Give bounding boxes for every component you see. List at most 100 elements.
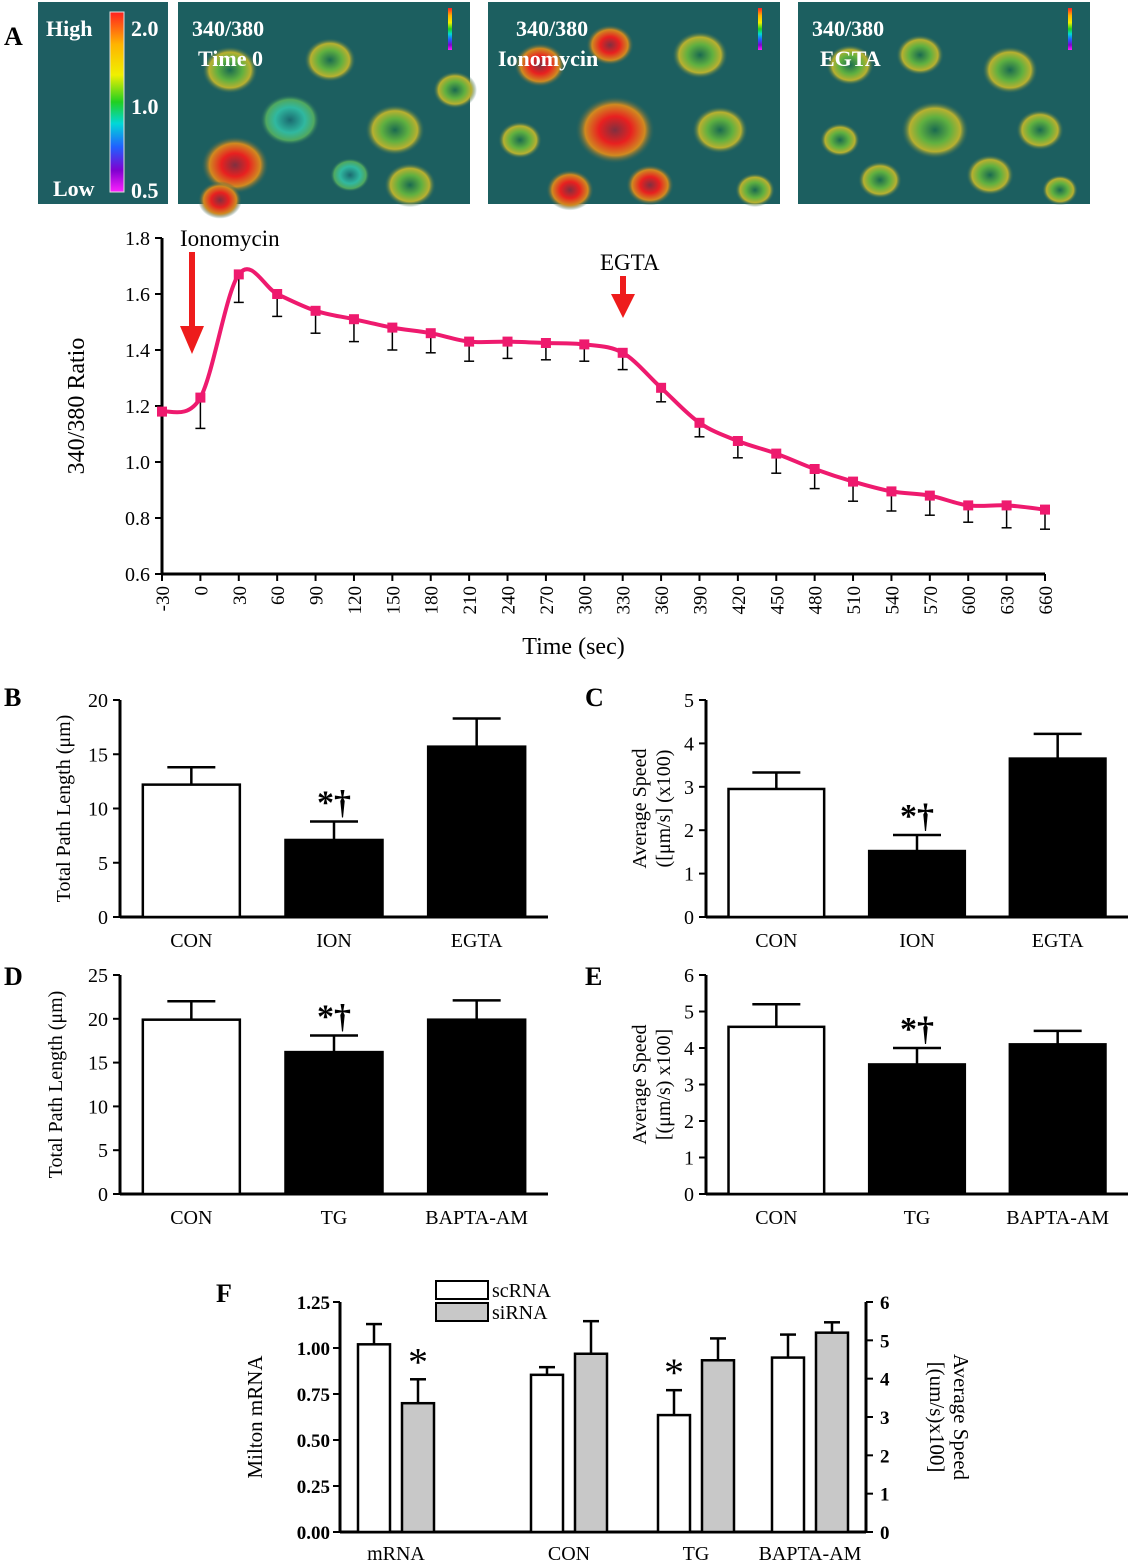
chart-a-data-point <box>502 336 513 347</box>
panel-label-e: E <box>585 962 602 991</box>
colorbar-tick-low: 0.5 <box>131 178 159 203</box>
chart-f-category-label: mRNA <box>367 1543 425 1564</box>
panel-label-d: D <box>4 962 23 991</box>
chart-d-category-label: TG <box>321 1207 348 1229</box>
chart-b-significance-mark: *† <box>317 785 351 822</box>
chart-e-y-label: Average Speed <box>629 1024 651 1144</box>
chart-a-data-point <box>656 382 667 393</box>
chart-a-y-tick-label: 1.8 <box>125 228 150 250</box>
chart-f-right-tick-label: 4 <box>880 1370 890 1391</box>
chart-a-x-tick-label: 570 <box>921 586 942 615</box>
chart-f-bar-scrna <box>656 1413 692 1534</box>
chart-a-data-point <box>1001 500 1012 511</box>
chart-b-path-length: 0 5 10 15 20 CON ION *† EGTA Total Path Length (μ… <box>53 690 548 952</box>
chart-a-data-point <box>310 305 321 316</box>
chart-c-category-label: ION <box>899 930 935 952</box>
chart-f-milton-knockdown: 0.00 0.25 0.50 0.75 1.00 1.25 0 1 2 3 4 5 6 mRNA * CON T… <box>243 1280 973 1564</box>
cell-blob <box>575 96 655 164</box>
chart-a-x-tick-label: 540 <box>882 586 903 615</box>
micrograph-time0 <box>178 2 477 219</box>
chart-a-data-point <box>540 338 551 348</box>
chart-a-x-tick-label: -30 <box>153 586 174 611</box>
chart-b-y-tick-label: 20 <box>88 690 108 712</box>
panel-label-a: A <box>4 22 23 51</box>
chart-b-category-label: EGTA <box>451 930 503 952</box>
colorbar-gradient <box>109 11 125 193</box>
cell-blob <box>901 101 969 159</box>
chart-a-data-point <box>1040 504 1050 515</box>
cell-blob <box>820 123 860 157</box>
chart-e-category-label: CON <box>755 1207 797 1229</box>
cell-blob <box>626 164 674 206</box>
chart-f-bar-sirna <box>700 1359 736 1534</box>
chart-c-bar <box>727 787 826 919</box>
chart-a-x-tick-label: 210 <box>460 586 481 615</box>
cell-blob <box>198 181 242 219</box>
chart-f-category-label: TG <box>683 1543 710 1564</box>
chart-b-category-label: ION <box>316 930 352 952</box>
chart-f-left-tick-label: 1.25 <box>297 1293 330 1314</box>
cell-blob <box>202 46 258 94</box>
chart-e-category-label: TG <box>904 1207 931 1229</box>
chart-a-data-point <box>694 417 705 428</box>
chart-d-y-tick-label: 10 <box>88 1096 108 1118</box>
chart-a-x-tick-label: 60 <box>268 586 289 605</box>
chart-a-data-point <box>809 464 820 474</box>
chart-f-left-tick-label: 0.75 <box>297 1385 330 1406</box>
chart-e-y-label-units: [(μm/s) x100] <box>653 1029 675 1140</box>
chart-c-y-tick-label: 1 <box>684 864 694 886</box>
chart-f-right-tick-label: 1 <box>880 1485 890 1506</box>
chart-b-y-tick-label: 5 <box>98 853 108 875</box>
cell-blob <box>966 154 1014 196</box>
chart-a-y-tick-label: 1.6 <box>125 284 150 306</box>
chart-f-bar-scrna <box>529 1373 565 1534</box>
chart-a-x-tick-label: 510 <box>844 586 865 615</box>
chart-d-y-tick-label: 0 <box>98 1184 108 1206</box>
chart-d-bar <box>141 1018 242 1196</box>
chart-a-annotation-ionomycin: Ionomycin <box>180 226 280 251</box>
chart-c-significance-mark: *† <box>900 798 934 835</box>
chart-e-average-speed: 0 1 2 3 4 5 6 CON TG *† BAPTA-AM Average Speed [(μm/… <box>629 965 1128 1229</box>
chart-a-data-point <box>272 289 283 299</box>
image1-line2: Time 0 <box>198 46 263 71</box>
chart-f-right-tick-label: 6 <box>880 1293 890 1314</box>
chart-a-x-tick-label: 630 <box>998 586 1019 615</box>
chart-d-y-tick-label: 15 <box>88 1053 108 1075</box>
chart-a-data-point <box>963 500 974 511</box>
chart-a-data-point <box>848 476 859 487</box>
chart-e-y-tick-label: 4 <box>684 1038 694 1060</box>
chart-d-path-length: 0 5 10 15 20 25 CON TG *† BAPTA-AM Total Path Leng… <box>45 965 548 1229</box>
chart-a-data-point <box>924 490 935 501</box>
chart-a-x-label: Time (sec) <box>522 634 624 660</box>
chart-d-bar <box>426 1018 527 1196</box>
colorbar-high-label: High <box>46 16 92 41</box>
chart-a-x-tick-label: 330 <box>614 586 635 615</box>
inset-colorbar <box>1068 8 1072 50</box>
chart-a-x-tick-label: 300 <box>575 586 596 615</box>
chart-c-y-tick-label: 4 <box>684 733 694 755</box>
chart-c-y-tick-label: 5 <box>684 690 694 712</box>
chart-c-y-label-units: ([μm/s] (x100) <box>653 750 675 868</box>
chart-a-ionomycin-arrowhead <box>180 326 204 354</box>
chart-d-category-label: BAPTA-AM <box>425 1207 528 1229</box>
cell-blob <box>692 106 748 154</box>
chart-a-y-tick-label: 1.2 <box>125 396 150 418</box>
chart-c-category-label: EGTA <box>1032 930 1084 952</box>
chart-a-x-tick-label: 240 <box>499 586 520 615</box>
image1-line1: 340/380 <box>192 16 264 41</box>
chart-e-y-tick-label: 6 <box>684 965 694 987</box>
colorbar-panel: High Low 2.0 1.0 0.5 <box>38 2 168 204</box>
colorbar-tick-mid: 1.0 <box>131 94 159 119</box>
micrograph-ionomycin <box>488 2 780 211</box>
image3-line1: 340/380 <box>812 16 884 41</box>
chart-f-right-tick-label: 3 <box>880 1408 890 1429</box>
chart-f-bar-sirna <box>400 1401 436 1534</box>
chart-b-y-tick-label: 15 <box>88 744 108 766</box>
chart-f-left-y-label: Milton mRNA <box>243 1355 267 1479</box>
cell-blob <box>304 37 356 83</box>
chart-c-y-tick-label: 3 <box>684 777 694 799</box>
cell-blob <box>896 34 944 76</box>
colorbar-tick-high: 2.0 <box>131 16 159 41</box>
chart-a-x-tick-label: 270 <box>537 586 558 615</box>
